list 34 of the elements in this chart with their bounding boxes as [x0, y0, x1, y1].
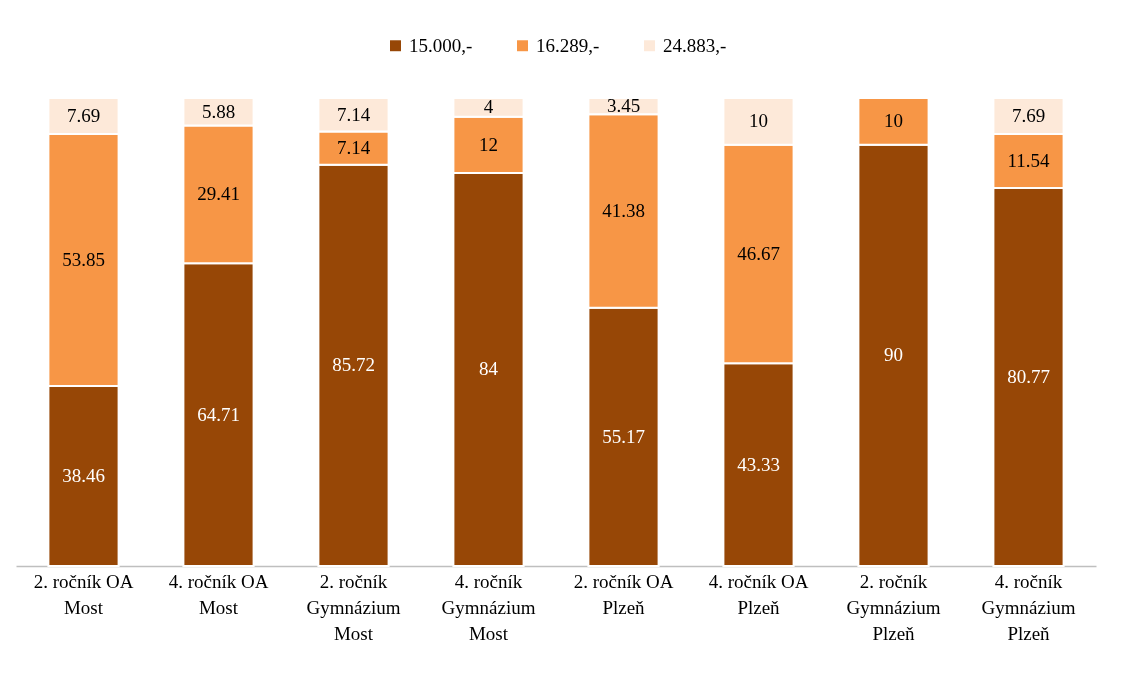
data-label: 64.71	[197, 403, 240, 425]
x-tick-label: 4. ročník OA Plzeň	[708, 570, 809, 618]
data-label: 38.46	[62, 465, 105, 486]
data-label: 90	[884, 344, 903, 366]
data-label: 10	[884, 110, 903, 132]
data-label: 7.14	[336, 103, 371, 125]
x-tick-label: 4. ročník Gymnázium Most	[441, 570, 536, 644]
data-label: 41.38	[602, 199, 645, 221]
data-label: 84	[479, 358, 499, 380]
data-label: 12	[479, 133, 498, 155]
x-tick-label: 4. ročník OA Most	[168, 570, 269, 618]
x-tick-label: 2. ročník Gymnázium Plzeň	[846, 570, 941, 644]
data-label: 43.33	[737, 453, 780, 475]
data-label: 7.14	[336, 137, 371, 159]
x-tick-label: 2. ročník OA Most	[33, 570, 134, 618]
legend-label: 24.883,-	[663, 34, 727, 56]
data-label: 55.17	[602, 425, 645, 447]
legend-label: 16.289,-	[536, 34, 600, 56]
x-tick-label: 4. ročník Gymnázium Plzeň	[981, 570, 1076, 644]
data-label: 85.72	[332, 354, 375, 376]
data-label: 10	[749, 110, 768, 132]
data-label: 29.41	[197, 183, 240, 205]
data-label: 5.88	[201, 100, 236, 122]
data-label: 80.77	[1007, 366, 1050, 387]
x-tick-label: 2. ročník OA Plzeň	[573, 570, 674, 618]
data-label: 11.54	[1007, 149, 1051, 171]
x-tick-label: 2. ročník Gymnázium Most	[306, 570, 401, 644]
data-label: 53.85	[62, 249, 105, 270]
data-label: 3.45	[606, 95, 641, 117]
data-label: 7.69	[1011, 104, 1046, 126]
data-label: 7.69	[66, 104, 101, 126]
legend-label: 15.000,-	[409, 34, 473, 56]
data-label: 4	[483, 96, 494, 118]
data-label: 46.67	[737, 243, 780, 265]
